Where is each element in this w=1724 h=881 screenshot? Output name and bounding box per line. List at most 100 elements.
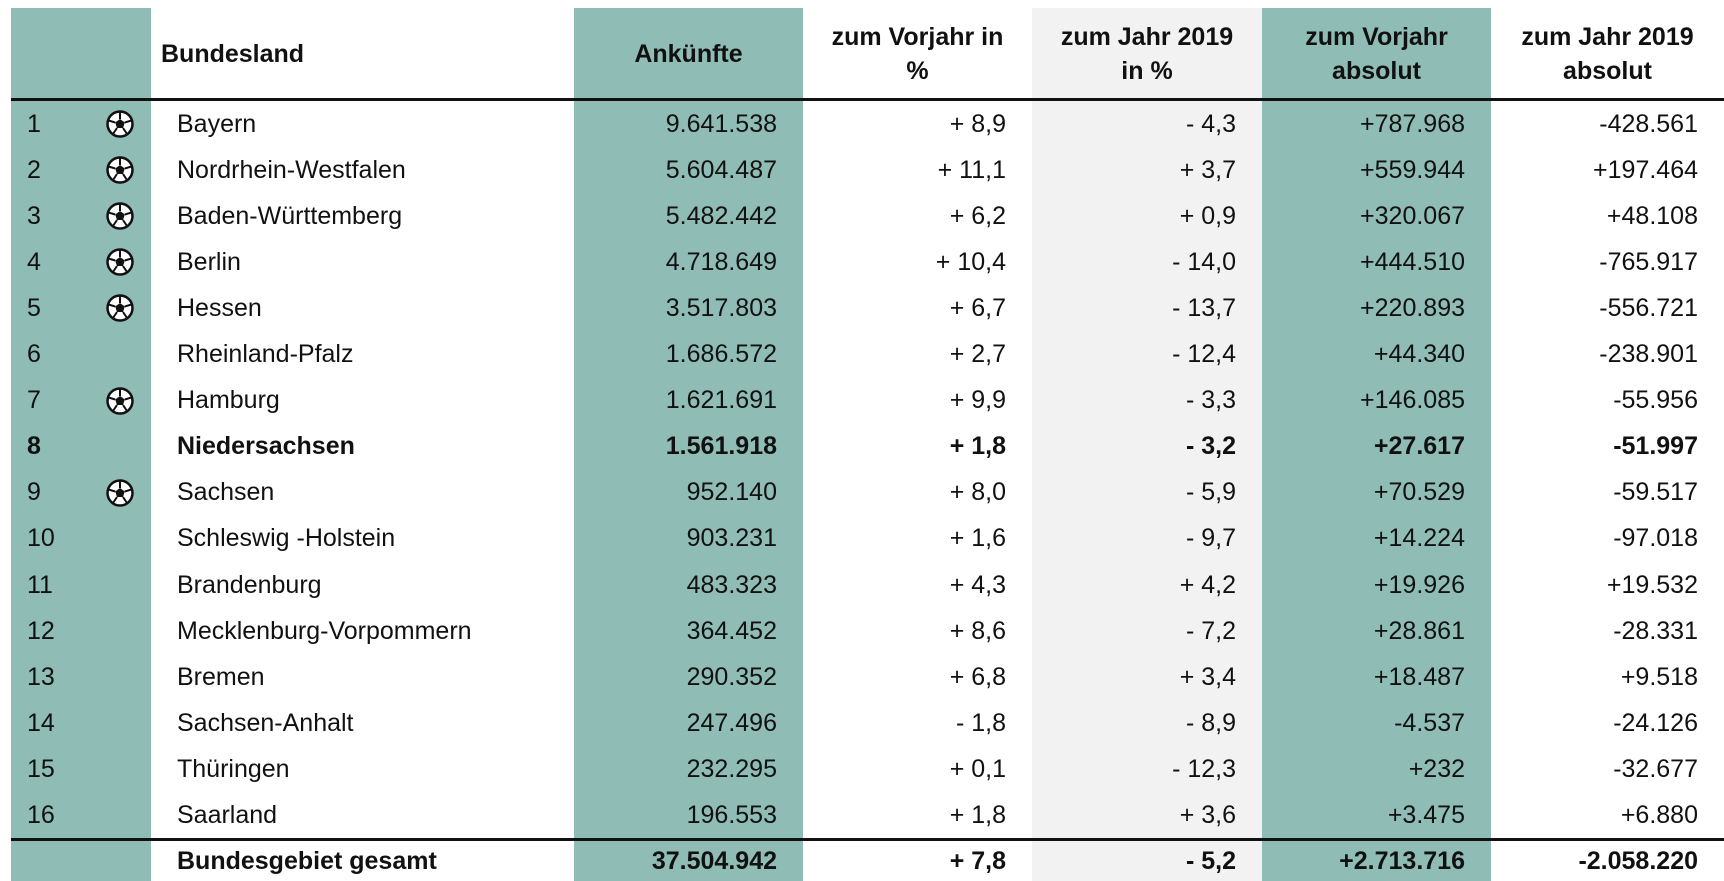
state-name: Brandenburg [177,570,322,599]
value-cell: - 3,2 [1185,432,1236,461]
value-cell: +9.518 [1620,662,1698,691]
value-cell: +2.713.716 [1339,846,1465,875]
state-name: Hamburg [177,386,280,415]
value-cell: - 8,9 [1185,708,1236,737]
value-cell: + 6,2 [949,201,1006,230]
value-cell: -28.331 [1613,616,1698,645]
state-name: Berlin [177,247,241,276]
value-cell: + 4,2 [1179,570,1236,599]
value-cell: 1.686.572 [665,340,777,369]
value-cell: 952.140 [686,478,777,507]
value-cell: -55.956 [1613,386,1698,415]
header-line: in % [1121,56,1173,85]
value-cell: -51.997 [1613,432,1698,461]
state-name: Baden-Württemberg [177,201,403,230]
football-icon [105,202,134,230]
state-name: Thüringen [177,754,290,783]
rank: 2 [27,155,41,184]
value-cell: +232 [1408,754,1465,783]
value-cell: + 8,0 [949,478,1006,507]
value-cell: -4.537 [1394,708,1465,737]
column-bg [1032,8,1262,881]
value-cell: - 3,3 [1185,386,1236,415]
value-cell: +28.861 [1373,616,1465,645]
value-cell: -32.677 [1613,754,1698,783]
value-cell: +19.926 [1373,570,1465,599]
header-line: zum Vorjahr in [831,22,1004,51]
state-name: Sachsen-Anhalt [177,708,354,737]
value-cell: +48.108 [1606,201,1698,230]
value-cell: -24.126 [1613,708,1698,737]
value-cell: + 4,3 [949,570,1006,599]
header-rule [11,98,1724,101]
column-bg [1491,8,1724,881]
header-line: zum Jahr 2019 [1521,22,1694,51]
state-name: Sachsen [177,478,275,507]
value-cell: 483.323 [686,570,777,599]
football-icon [105,294,134,323]
value-cell: + 0,1 [949,754,1006,783]
state-name: Bundesgebiet gesamt [177,846,437,875]
value-cell: 37.504.942 [651,846,777,875]
value-cell: 9.641.538 [665,109,777,138]
value-cell: +6.880 [1620,801,1698,830]
column-header: Ankünfte [574,8,803,99]
column-header: zum Vorjahr in% [803,8,1032,99]
state-name: Hessen [177,293,262,322]
value-cell: - 5,9 [1185,478,1236,507]
football-icon [105,479,134,507]
value-cell: +3.475 [1387,801,1465,830]
value-cell: +44.340 [1373,340,1465,369]
value-cell: - 9,7 [1185,524,1236,553]
value-cell: +787.968 [1360,109,1465,138]
value-cell: -765.917 [1599,247,1698,276]
value-cell: + 6,8 [949,662,1006,691]
football-icon [105,386,134,415]
football-icon [105,156,134,184]
value-cell: -238.901 [1599,340,1698,369]
value-cell: + 10,4 [935,247,1006,276]
value-cell: +444.510 [1360,247,1465,276]
rank: 8 [27,432,41,461]
value-cell: 903.231 [686,524,777,553]
state-name: Saarland [177,801,278,830]
value-cell: + 1,8 [949,432,1006,461]
value-cell: - 1,8 [955,708,1006,737]
header-line: % [906,56,929,85]
column-bg [1262,8,1491,881]
header-line: absolut [1332,56,1421,85]
value-cell: -59.517 [1613,478,1698,507]
rank: 3 [27,201,41,230]
value-cell: - 4,3 [1185,109,1236,138]
value-cell: + 9,9 [949,386,1006,415]
rank: 15 [27,754,55,783]
value-cell: + 1,8 [949,801,1006,830]
value-cell: + 2,7 [949,340,1006,369]
column-header: Bundesland [151,8,574,99]
column-bg [803,8,1032,881]
column-header: zum Vorjahr absolut [1262,8,1491,99]
rank: 6 [27,340,41,369]
value-cell: 196.553 [686,801,777,830]
column-header: zum Jahr 2019 absolut [1491,8,1724,99]
column-bg [88,8,151,881]
value-cell: + 6,7 [949,293,1006,322]
state-name: Niedersachsen [177,432,355,461]
value-cell: + 8,6 [949,616,1006,645]
header-line: Ankünfte [634,39,743,68]
value-cell: + 8,9 [949,109,1006,138]
rank: 10 [27,524,55,553]
value-cell: - 14,0 [1172,247,1236,276]
column-bg [11,8,88,881]
value-cell: + 7,8 [949,846,1006,875]
rank: 11 [27,570,53,599]
value-cell: +18.487 [1373,662,1465,691]
value-cell: -2.058.220 [1578,846,1698,875]
header-line: Bundesland [161,39,305,68]
rank: 12 [27,616,55,645]
value-cell: + 3,4 [1179,662,1236,691]
rank: 7 [27,386,41,415]
state-name: Rheinland-Pfalz [177,340,354,369]
state-name: Mecklenburg-Vorpommern [177,616,472,645]
